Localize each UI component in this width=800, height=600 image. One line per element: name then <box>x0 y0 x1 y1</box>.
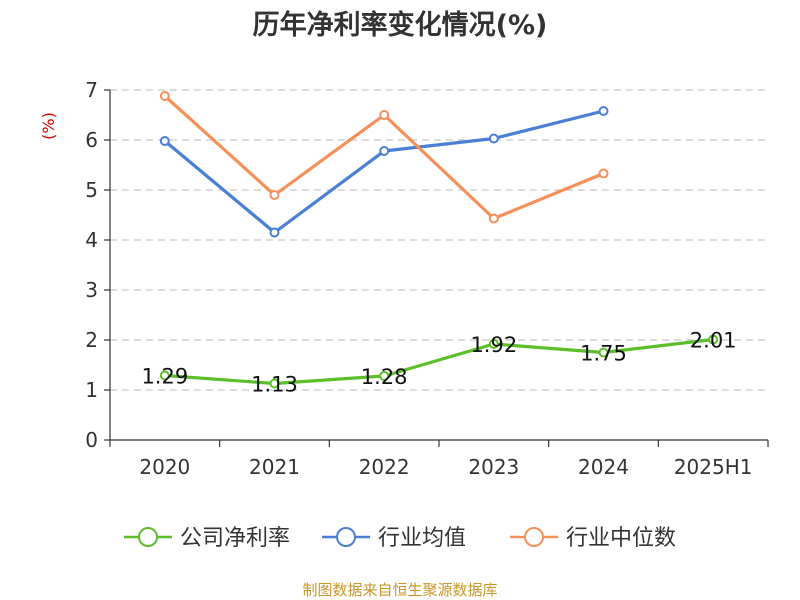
x-tick-label: 2021 <box>249 455 300 479</box>
data-point <box>379 371 390 381</box>
legend-label: 公司净利率 <box>180 526 290 551</box>
legend-marker <box>138 527 158 547</box>
legend-label: 行业中位数 <box>566 526 676 551</box>
data-point <box>708 334 719 345</box>
legend-marker <box>524 527 544 547</box>
data-point <box>379 110 390 120</box>
legend-label: 行业均值 <box>378 526 466 551</box>
data-label: 1.75 <box>580 342 627 366</box>
data-point <box>598 168 609 179</box>
series-line-1 <box>163 109 604 235</box>
data-point <box>159 136 170 146</box>
y-tick-label: 4 <box>85 228 98 252</box>
data-point <box>488 213 499 224</box>
x-tick-label: 2023 <box>468 455 519 479</box>
x-tick-label: 2025H1 <box>674 455 753 479</box>
y-tick-label: 3 <box>85 278 98 302</box>
y-tick-label: 2 <box>85 328 98 352</box>
y-tick-label: 7 <box>85 78 98 102</box>
source-note: 制图数据来自恒生聚源数据库 <box>302 581 497 599</box>
y-tick-label: 5 <box>85 178 98 202</box>
legend-marker <box>336 527 356 547</box>
axes: 0 1 2 3 4 5 6 7 2020 2021 2022 2023 2024 2025H1 <box>85 78 769 479</box>
data-label: 1.28 <box>361 365 408 389</box>
data-label: 1.29 <box>141 365 188 389</box>
grid-lines <box>110 89 768 391</box>
y-tick-label: 6 <box>85 128 98 152</box>
data-label: 1.13 <box>251 373 298 397</box>
data-labels: 1.29 1.13 1.28 1.92 1.75 2.01 <box>141 329 736 397</box>
data-point <box>269 227 280 238</box>
data-point <box>379 146 390 156</box>
data-point <box>269 378 280 389</box>
legend: 公司净利率 行业均值 行业中位数 <box>124 526 676 551</box>
x-tick-label: 2022 <box>359 455 410 479</box>
data-label: 2.01 <box>690 329 737 353</box>
series-line-0 <box>164 337 714 386</box>
data-point <box>269 190 280 200</box>
y-tick-label: 0 <box>85 428 98 452</box>
data-point <box>488 339 499 349</box>
series-lines <box>159 91 719 389</box>
y-axis-unit: (%) <box>39 112 58 140</box>
y-tick-label: 1 <box>85 378 98 402</box>
data-point <box>598 347 609 358</box>
data-point <box>488 133 499 144</box>
data-point <box>598 106 609 116</box>
x-tick-label: 2020 <box>139 455 190 479</box>
chart-title: 历年净利率变化情况(%) <box>253 9 548 41</box>
x-tick-label: 2024 <box>578 455 629 479</box>
data-point <box>159 91 170 101</box>
data-label: 1.92 <box>470 333 517 357</box>
data-point <box>159 370 170 381</box>
